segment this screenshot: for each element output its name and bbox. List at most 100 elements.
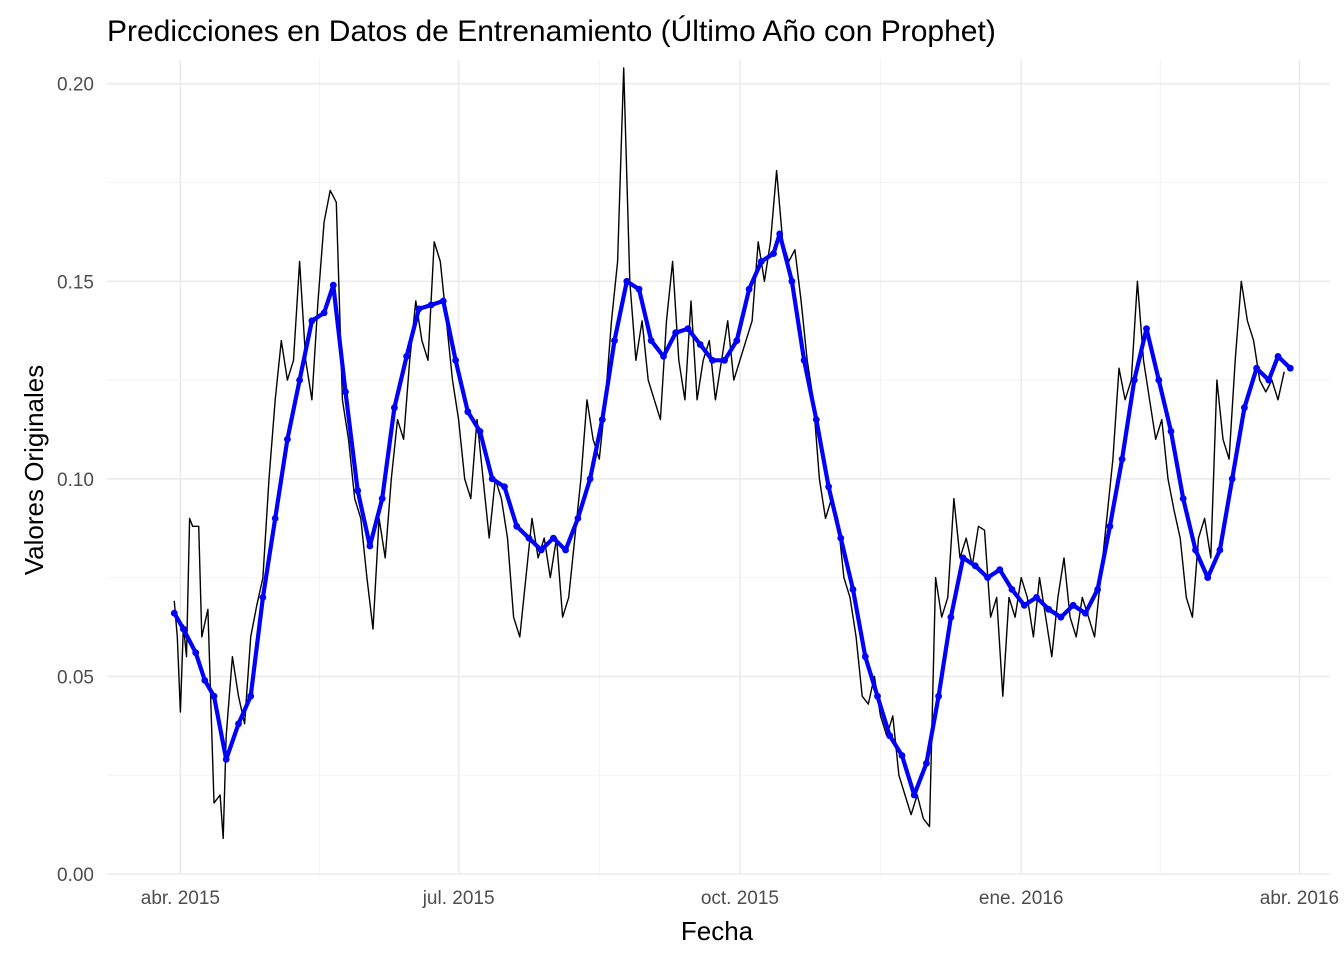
prediction-point xyxy=(837,534,845,542)
tick-labels: 0.00 0.05 0.10 0.15 0.20 abr. 2015 jul. 2015 oc… xyxy=(57,75,1339,909)
prediction-point xyxy=(709,356,716,364)
prediction-point xyxy=(598,416,606,423)
x-axis-title: Fecha xyxy=(681,916,754,946)
prediction-point xyxy=(947,613,955,621)
prediction-point xyxy=(586,475,594,483)
prediction-point xyxy=(452,356,459,364)
prediction-point xyxy=(562,546,569,554)
prediction-point xyxy=(284,435,291,443)
prediction-point xyxy=(501,483,508,491)
prediction-point xyxy=(1057,613,1065,621)
prediction-point xyxy=(1204,574,1212,581)
prediction-point xyxy=(525,534,533,542)
prediction-point xyxy=(192,649,200,657)
prediction-point xyxy=(984,574,991,581)
prediction-point xyxy=(886,732,894,740)
y-axis-title: Valores Originales xyxy=(19,365,49,576)
prediction-point xyxy=(672,329,680,337)
prediction-point xyxy=(1167,428,1175,435)
prediction-point xyxy=(1265,376,1273,384)
prediction-point xyxy=(721,356,728,364)
prediction-point xyxy=(1179,495,1187,502)
prediction-point xyxy=(201,677,209,684)
prediction-point xyxy=(439,297,447,305)
prediction-point xyxy=(476,428,484,435)
prediction-point xyxy=(415,305,423,313)
prediction-line xyxy=(172,231,1293,798)
prediction-point xyxy=(874,692,881,700)
prediction-point xyxy=(696,341,704,348)
prediction-point xyxy=(959,554,967,562)
prediction-point xyxy=(1155,376,1163,384)
prediction-point xyxy=(635,285,643,293)
prediction-point xyxy=(329,281,337,289)
chart-title: Predicciones en Datos de Entrenamiento (… xyxy=(107,15,996,48)
prediction-point xyxy=(1045,605,1053,613)
prediction-point xyxy=(647,337,655,344)
prediction-point xyxy=(1082,609,1089,617)
prediction-point xyxy=(271,515,279,522)
prediction-point xyxy=(488,475,496,483)
prediction-point xyxy=(684,325,692,333)
prediction-point xyxy=(1008,586,1016,593)
prediction-point xyxy=(354,487,362,495)
prediction-point xyxy=(247,692,255,700)
prediction-point xyxy=(849,586,857,593)
prediction-point xyxy=(1241,404,1248,412)
prediction-point xyxy=(342,388,349,396)
y-tick-label: 0.05 xyxy=(57,667,94,688)
prediction-point xyxy=(770,250,777,257)
prediction-point xyxy=(1020,601,1028,609)
prediction-point xyxy=(898,752,906,759)
prediction-point xyxy=(537,546,545,554)
prediction-point xyxy=(320,309,328,317)
prediction-point xyxy=(1286,364,1294,372)
prediction-point xyxy=(391,404,398,412)
prediction-point xyxy=(427,301,435,309)
prediction-point xyxy=(170,609,178,617)
prediction-point xyxy=(745,285,753,293)
prediction-point xyxy=(996,566,1004,574)
prediction-point xyxy=(574,515,582,522)
prediction-point xyxy=(800,356,808,364)
prediction-point xyxy=(378,495,386,502)
grid-layer xyxy=(107,60,1330,875)
x-tick-label: oct. 2015 xyxy=(701,888,779,909)
prediction-point xyxy=(1192,546,1199,554)
prediction-point xyxy=(1216,546,1224,554)
prediction-point xyxy=(308,317,316,325)
prediction-point xyxy=(971,562,979,570)
prediction-point xyxy=(1253,364,1260,372)
x-tick-label: ene. 2016 xyxy=(979,888,1064,909)
series-layer xyxy=(170,67,1294,840)
prediction-point xyxy=(1118,455,1126,463)
y-tick-label: 0.20 xyxy=(57,75,94,96)
prediction-point xyxy=(611,337,618,344)
prediction-point xyxy=(788,277,796,285)
prediction-point xyxy=(550,534,557,542)
prediction-point xyxy=(757,258,765,265)
prediction-point xyxy=(513,522,521,530)
prediction-point xyxy=(1069,601,1077,609)
y-tick-label: 0.00 xyxy=(57,865,94,886)
y-tick-label: 0.15 xyxy=(57,272,94,293)
x-tick-label: abr. 2016 xyxy=(1260,888,1339,909)
prediction-point xyxy=(1130,376,1138,384)
prediction-point xyxy=(296,376,303,384)
prediction-point xyxy=(1143,325,1150,333)
prediction-point xyxy=(210,692,218,700)
prediction-point xyxy=(259,594,267,601)
x-tick-label: jul. 2015 xyxy=(422,888,495,909)
prediction-point xyxy=(180,625,187,633)
prediction-point xyxy=(1274,353,1282,360)
prediction-point xyxy=(623,277,631,285)
prediction-point xyxy=(733,337,741,344)
prediction-point xyxy=(861,653,869,661)
original-values-line xyxy=(173,67,1285,840)
prediction-point xyxy=(1094,586,1101,593)
prediction-point xyxy=(935,692,942,700)
prediction-point xyxy=(923,760,930,767)
prediction-point xyxy=(812,416,820,423)
prediction-point xyxy=(1228,475,1236,483)
